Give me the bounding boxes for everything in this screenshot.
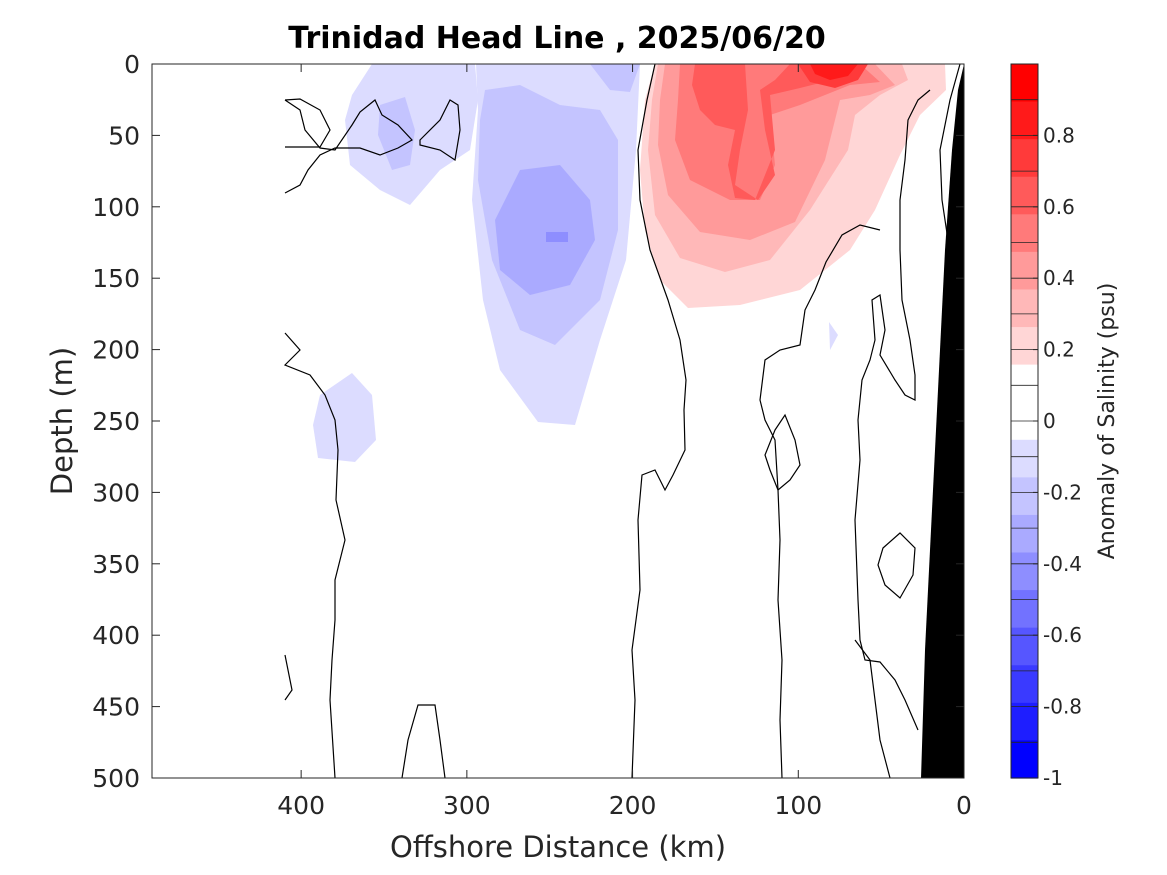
colorbar-swatch	[1011, 590, 1038, 629]
y-tick-label: 50	[108, 121, 140, 150]
y-tick-label: 400	[92, 621, 140, 650]
colorbar-swatch	[1011, 627, 1038, 666]
colorbar-tick-label: 0.2	[1043, 338, 1075, 362]
colorbar-swatch	[1011, 740, 1038, 779]
x-tick-label: 400	[277, 791, 325, 820]
negative-anomaly-deep-west	[313, 373, 376, 462]
y-tick-label: 150	[92, 264, 140, 293]
negative-anomaly-surface-cap	[590, 64, 640, 92]
colorbar-swatch	[1011, 251, 1038, 291]
colorbar-swatch	[1011, 665, 1038, 704]
colorbar-swatch	[1011, 139, 1038, 178]
chart-title: Trinidad Head Line , 2025/06/20	[288, 21, 825, 56]
y-tick-label: 350	[92, 550, 140, 579]
colorbar-swatch	[1011, 439, 1038, 478]
x-axis-label: Offshore Distance (km)	[390, 830, 726, 864]
contour-field	[283, 64, 964, 778]
negative-anomaly-small-spot	[829, 322, 838, 350]
colorbar-tick-label: -0.2	[1043, 480, 1082, 504]
colorbar-tick-label: -0.8	[1043, 695, 1082, 719]
x-axis: 400 300 200 100 0	[277, 64, 972, 820]
colorbar-swatch	[1011, 64, 1038, 103]
colorbar-swatch	[1011, 552, 1038, 591]
bathymetry-seafloor	[921, 64, 964, 778]
y-tick-label: 300	[92, 478, 140, 507]
positive-anomaly-core	[810, 64, 858, 80]
colorbar-swatch	[1011, 702, 1038, 742]
colorbar-swatch	[1011, 477, 1038, 516]
y-tick-label: 500	[92, 764, 140, 793]
colorbar-tick-label: 0.6	[1043, 195, 1075, 219]
colorbar-label: Anomaly of Salinity (psu)	[1095, 283, 1120, 560]
y-axis: 0 50 100 150 200 250 300 350 400 450 500	[92, 50, 964, 793]
colorbar-swatch	[1011, 214, 1038, 253]
x-tick-label: 200	[609, 791, 657, 820]
y-tick-label: 200	[92, 336, 140, 365]
colorbar-swatch	[1011, 289, 1038, 328]
x-tick-label: 100	[774, 791, 822, 820]
negative-anomaly-core-inner	[495, 165, 595, 295]
colorbar-swatch	[1011, 176, 1038, 215]
negative-anomaly-core-center	[546, 232, 568, 242]
y-tick-label: 250	[92, 407, 140, 436]
y-axis-label: Depth (m)	[45, 347, 79, 495]
positive-anomaly-level-5	[692, 64, 850, 200]
colorbar: 0.8 0.6 0.4 0.2 0 -0.2 -0.4 -0.6 -0.8 -1	[1010, 63, 1082, 790]
y-tick-label: 450	[92, 693, 140, 722]
y-tick-label: 0	[124, 50, 140, 79]
colorbar-swatch	[1011, 514, 1038, 554]
x-tick-label: 300	[443, 791, 491, 820]
colorbar-swatch	[1011, 364, 1038, 403]
colorbar-tick-label: -0.4	[1043, 552, 1082, 576]
colorbar-swatch	[1011, 101, 1038, 140]
colorbar-tick-label: 0.4	[1043, 266, 1075, 290]
colorbar-tick-label: -1	[1043, 766, 1063, 790]
colorbar-tick-label: 0	[1043, 409, 1056, 433]
colorbar-tick-label: -0.6	[1043, 623, 1082, 647]
x-tick-label: 0	[956, 791, 972, 820]
colorbar-swatch	[1011, 327, 1038, 366]
y-tick-label: 100	[92, 193, 140, 222]
colorbar-tick-label: 0.8	[1043, 123, 1075, 147]
